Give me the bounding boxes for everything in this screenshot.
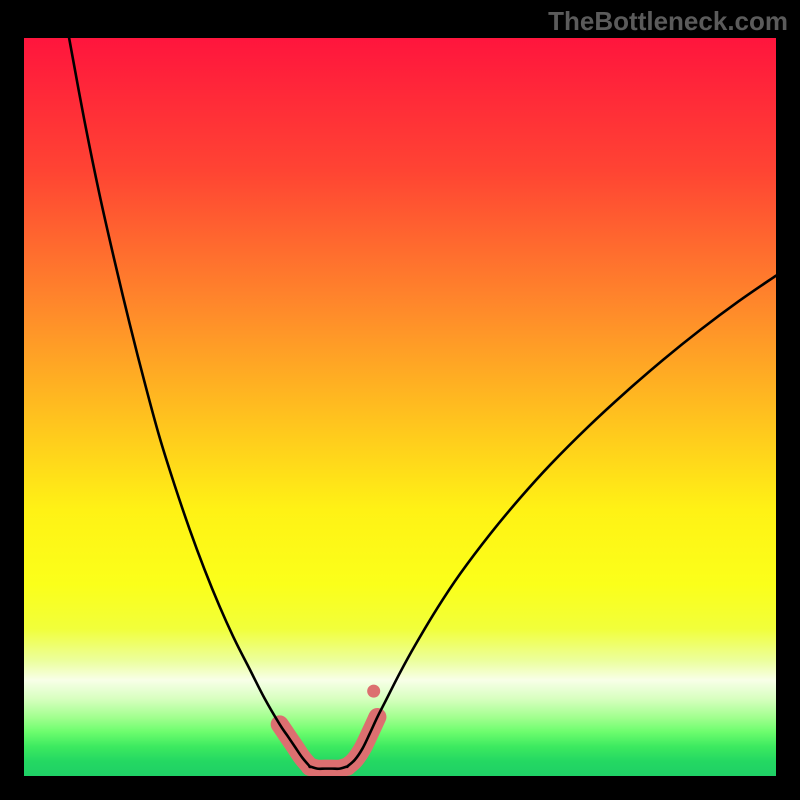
watermark-text: TheBottleneck.com — [548, 6, 788, 37]
highlight-side-dot — [367, 685, 380, 698]
valley-highlight-stroke — [280, 717, 378, 769]
plot-area — [24, 38, 776, 776]
outer-black-frame — [0, 0, 800, 800]
bottleneck-curve-svg — [24, 38, 776, 776]
bottleneck-curve — [69, 38, 776, 769]
